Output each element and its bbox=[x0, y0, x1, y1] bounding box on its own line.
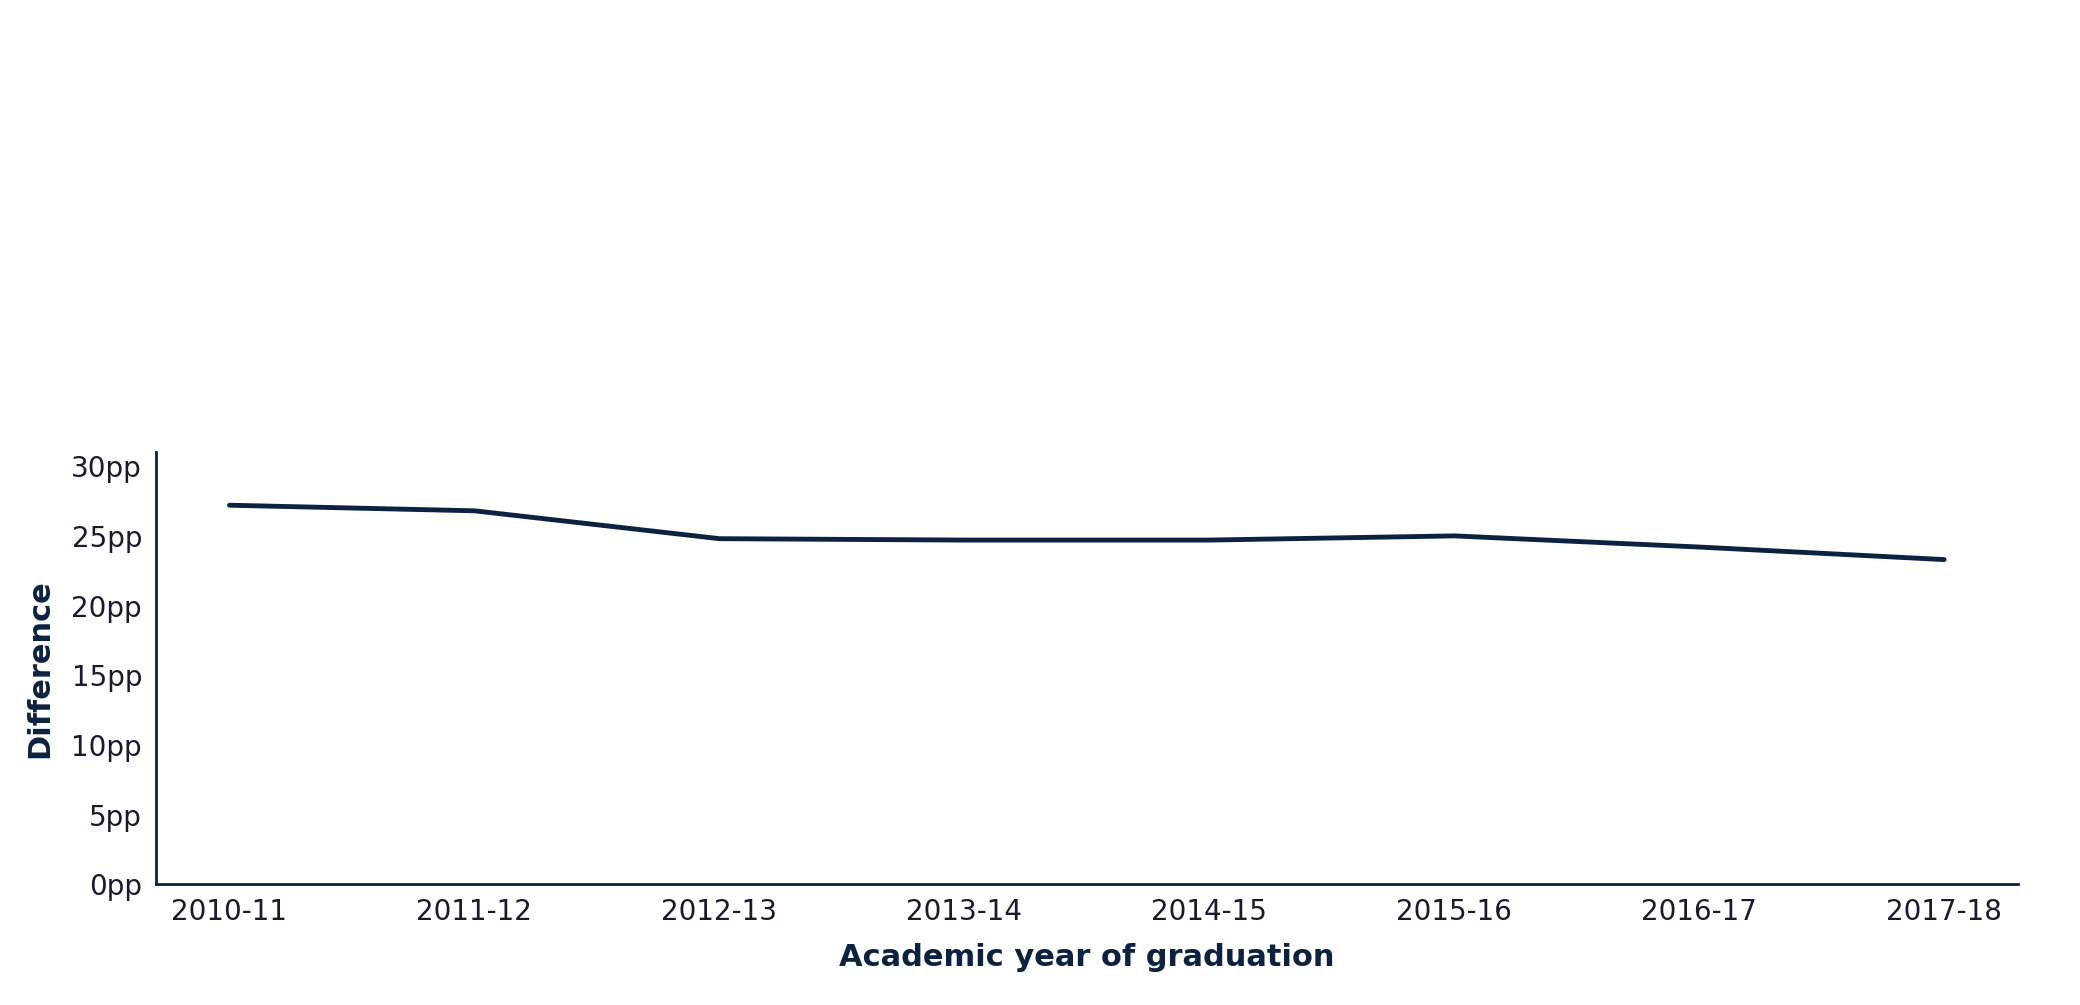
X-axis label: Academic year of graduation: Academic year of graduation bbox=[838, 943, 1335, 972]
Y-axis label: Difference: Difference bbox=[25, 579, 54, 758]
